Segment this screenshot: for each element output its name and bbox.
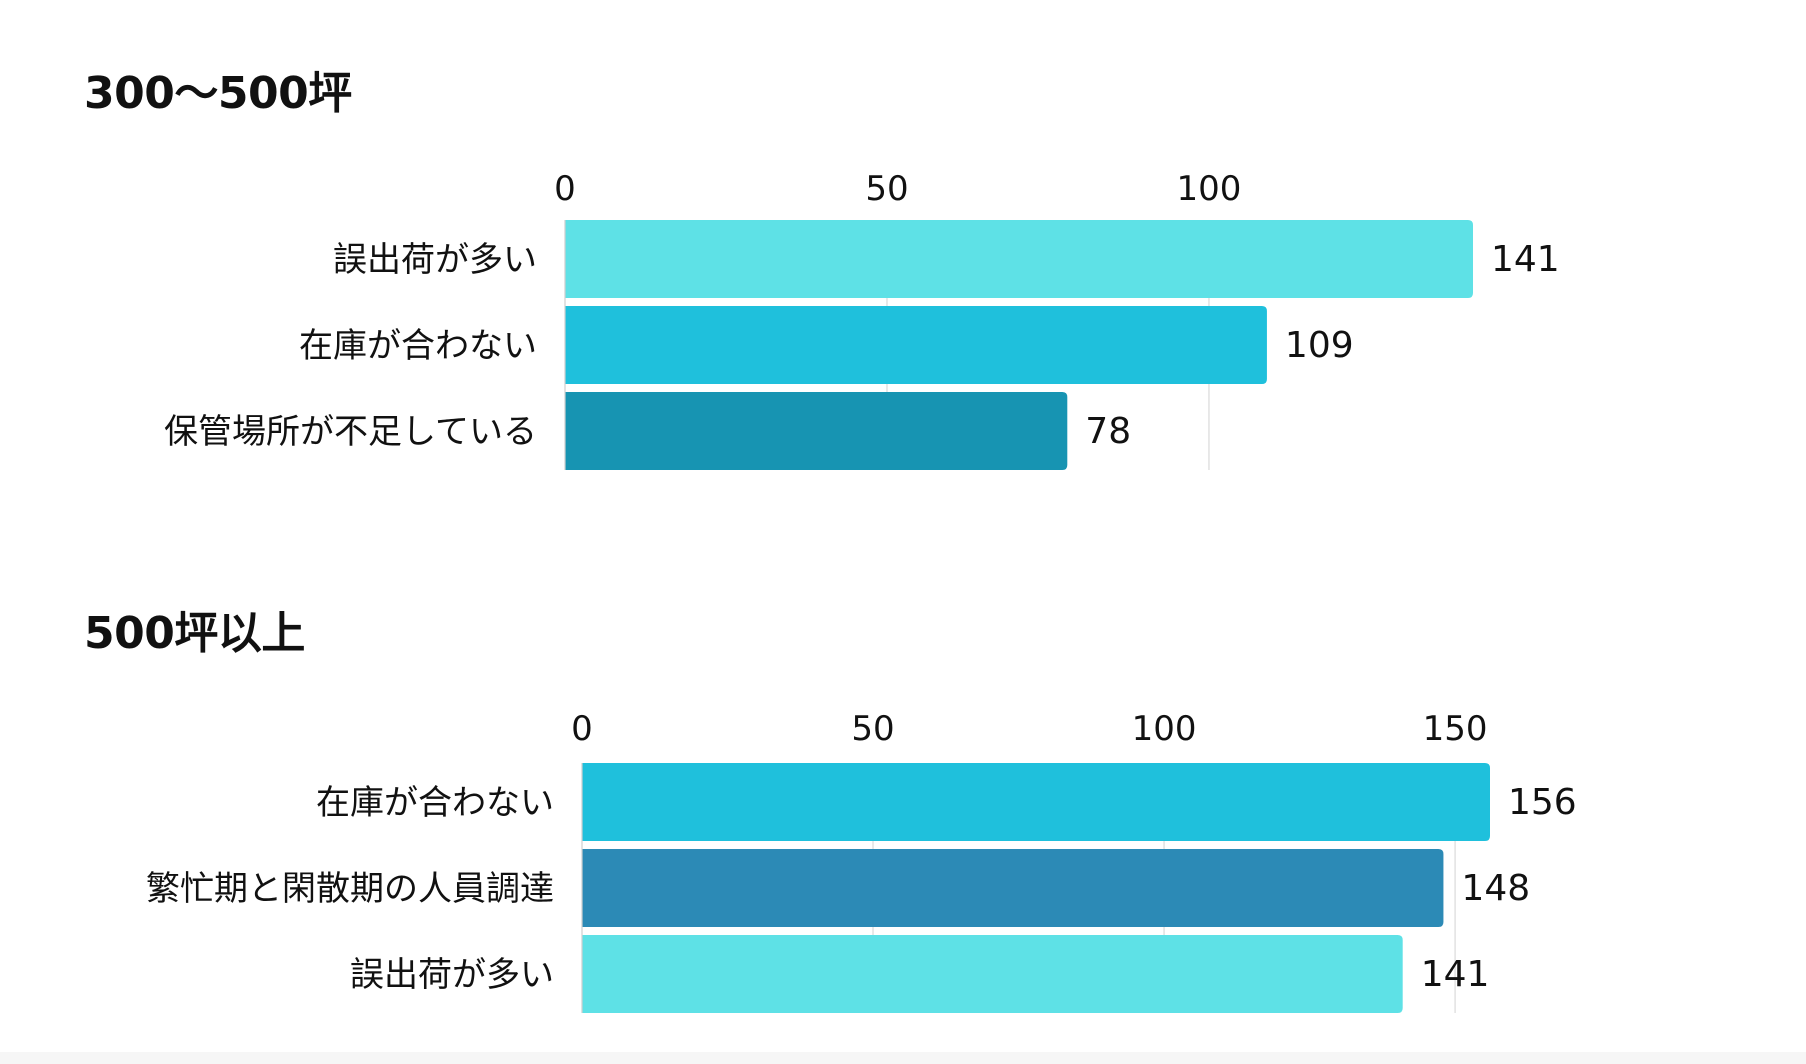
data-label: 141: [1491, 239, 1560, 280]
category-label: 保管場所が不足している: [164, 412, 537, 452]
data-label: 109: [1285, 325, 1354, 366]
x-tick-label: 0: [554, 169, 576, 209]
bottom-edge: [0, 1052, 1806, 1064]
x-tick-label: 100: [1177, 169, 1242, 209]
data-label: 156: [1508, 782, 1577, 823]
x-tick-label: 150: [1423, 709, 1488, 749]
category-label: 誤出荷が多い: [333, 240, 537, 280]
data-label: 141: [1421, 954, 1490, 995]
bar: [565, 220, 1473, 298]
category-label: 在庫が合わない: [299, 326, 537, 366]
x-tick-label: 100: [1132, 709, 1197, 749]
chart-1-bar-chart: 0 50 100 誤出荷が多い 141 在庫が合わない 109 保管場所が不足している 78: [164, 169, 1560, 470]
bar: [582, 849, 1444, 927]
category-label: 繁忙期と閑散期の人員調達: [146, 869, 554, 909]
bar: [582, 763, 1490, 841]
x-tick-label: 50: [865, 169, 908, 209]
category-label: 誤出荷が多い: [350, 955, 554, 995]
data-label: 148: [1461, 868, 1530, 909]
bar: [565, 392, 1068, 470]
bar: [565, 306, 1267, 384]
category-label: 在庫が合わない: [316, 783, 554, 823]
bar: [582, 935, 1403, 1013]
chart-1-title: 300〜500坪: [84, 68, 352, 119]
data-label: 78: [1085, 411, 1131, 452]
x-tick-label: 0: [571, 709, 593, 749]
x-tick-label: 50: [851, 709, 894, 749]
chart-2-title: 500坪以上: [84, 608, 305, 659]
chart-2-bar-chart: 0 50 100 150 在庫が合わない 156 繁忙期と閑散期の人員調達 148 誤出荷が多い…: [146, 709, 1577, 1013]
